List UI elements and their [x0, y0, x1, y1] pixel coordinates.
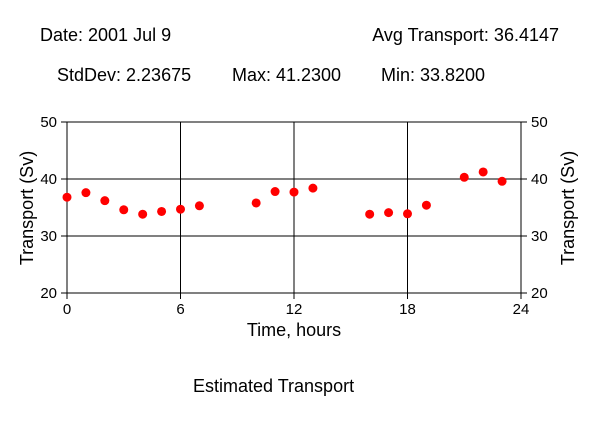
data-point — [270, 187, 280, 197]
data-point — [62, 192, 72, 202]
data-point — [251, 198, 261, 208]
y-tick-label-left: 40 — [40, 171, 57, 188]
data-point — [459, 172, 469, 182]
data-point — [478, 167, 488, 177]
x-tick-label: 24 — [513, 301, 530, 318]
grid-lines — [67, 122, 521, 293]
x-tick-label: 0 — [63, 301, 71, 318]
data-point — [497, 176, 507, 186]
data-point — [100, 196, 110, 206]
x-tick-label: 18 — [399, 301, 416, 318]
data-point — [119, 205, 129, 215]
x-axis-title: Time, hours — [247, 320, 341, 340]
data-points — [62, 167, 507, 219]
data-point — [176, 204, 185, 214]
y-tick-label-right: 40 — [531, 171, 548, 188]
data-point — [308, 183, 318, 193]
y-tick-label-right: 50 — [531, 114, 548, 131]
data-point — [194, 201, 204, 211]
data-point — [157, 206, 167, 216]
date-label: Date: 2001 Jul 9 — [40, 25, 172, 45]
avg-transport-label: Avg Transport: 36.4147 — [372, 25, 559, 45]
y-tick-label-right: 20 — [531, 285, 548, 302]
chart-caption: Estimated Transport — [193, 376, 355, 396]
data-point — [384, 208, 394, 218]
y-tick-label-left: 30 — [40, 228, 57, 245]
data-point — [365, 209, 375, 219]
data-point — [289, 187, 299, 197]
x-tick-label: 12 — [286, 301, 303, 318]
axis-ticks — [61, 121, 527, 299]
y-axis-title-right: Transport (Sv) — [558, 151, 578, 265]
data-point — [138, 209, 148, 219]
data-point — [421, 200, 431, 210]
y-axis-title-left: Transport (Sv) — [17, 151, 37, 265]
data-point — [403, 209, 412, 219]
y-tick-label-left: 50 — [40, 114, 57, 131]
min-label: Min: 33.8200 — [381, 65, 486, 85]
stddev-label: StdDev: 2.23675 — [57, 65, 192, 85]
x-tick-label: 6 — [176, 301, 184, 318]
y-tick-label-left: 20 — [40, 285, 57, 302]
y-tick-label-right: 30 — [531, 228, 548, 245]
max-label: Max: 41.2300 — [232, 65, 342, 85]
data-point — [81, 188, 91, 198]
